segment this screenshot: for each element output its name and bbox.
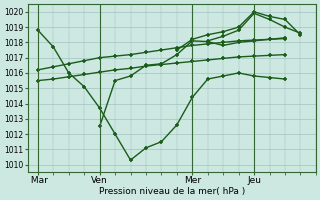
X-axis label: Pression niveau de la mer( hPa ): Pression niveau de la mer( hPa ) — [99, 187, 245, 196]
